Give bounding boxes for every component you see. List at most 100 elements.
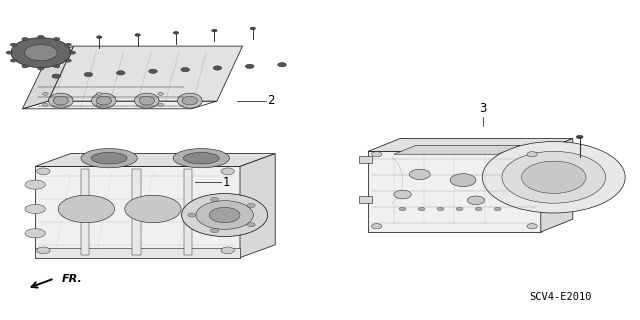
Circle shape — [36, 168, 50, 175]
Circle shape — [483, 141, 625, 213]
Circle shape — [221, 168, 234, 175]
Circle shape — [53, 37, 60, 41]
Polygon shape — [35, 248, 240, 258]
Polygon shape — [48, 46, 243, 101]
Circle shape — [196, 201, 253, 229]
Circle shape — [399, 207, 406, 211]
Ellipse shape — [182, 96, 198, 105]
Ellipse shape — [25, 229, 45, 238]
Circle shape — [410, 169, 430, 180]
Circle shape — [247, 223, 255, 227]
Circle shape — [576, 135, 583, 139]
Ellipse shape — [25, 204, 45, 213]
Circle shape — [371, 152, 382, 157]
Circle shape — [10, 43, 17, 46]
Ellipse shape — [49, 93, 73, 108]
Circle shape — [84, 72, 93, 77]
Polygon shape — [368, 139, 573, 151]
Ellipse shape — [173, 148, 230, 168]
Ellipse shape — [81, 148, 138, 168]
Circle shape — [22, 65, 28, 68]
Ellipse shape — [91, 152, 127, 164]
Circle shape — [43, 103, 48, 106]
Polygon shape — [394, 145, 520, 154]
Circle shape — [371, 224, 382, 229]
Polygon shape — [81, 170, 90, 255]
Circle shape — [97, 36, 102, 38]
Circle shape — [97, 92, 102, 95]
Circle shape — [36, 247, 50, 254]
Ellipse shape — [184, 152, 219, 164]
Circle shape — [158, 103, 163, 106]
Circle shape — [527, 224, 538, 229]
Circle shape — [211, 197, 219, 202]
Circle shape — [502, 151, 605, 203]
Circle shape — [181, 68, 189, 72]
Ellipse shape — [58, 195, 115, 223]
Circle shape — [213, 66, 222, 70]
Text: 3: 3 — [479, 102, 487, 115]
Polygon shape — [132, 170, 141, 255]
Polygon shape — [359, 156, 372, 163]
Circle shape — [182, 194, 268, 236]
Circle shape — [188, 213, 196, 217]
Text: SCV4-E2010: SCV4-E2010 — [529, 292, 591, 302]
Circle shape — [10, 59, 17, 62]
Ellipse shape — [92, 93, 116, 108]
Circle shape — [38, 35, 44, 38]
Ellipse shape — [139, 96, 154, 105]
Circle shape — [38, 67, 44, 70]
Circle shape — [116, 71, 125, 75]
Text: 2: 2 — [268, 94, 275, 107]
Text: FR.: FR. — [61, 274, 82, 284]
Polygon shape — [240, 154, 275, 258]
Circle shape — [65, 59, 72, 62]
Circle shape — [173, 31, 179, 34]
Polygon shape — [184, 170, 192, 255]
Text: 1: 1 — [223, 176, 230, 189]
Polygon shape — [35, 166, 240, 258]
Polygon shape — [541, 139, 573, 232]
Ellipse shape — [134, 93, 159, 108]
Circle shape — [69, 51, 76, 54]
Circle shape — [522, 161, 586, 193]
Circle shape — [437, 207, 444, 211]
Circle shape — [11, 38, 71, 68]
Circle shape — [212, 29, 217, 32]
Circle shape — [158, 92, 163, 95]
Circle shape — [24, 44, 57, 61]
Circle shape — [135, 34, 140, 36]
Circle shape — [475, 207, 482, 211]
Circle shape — [247, 204, 255, 207]
Circle shape — [394, 190, 412, 199]
Circle shape — [467, 196, 484, 205]
Circle shape — [418, 207, 425, 211]
Ellipse shape — [177, 93, 202, 108]
Circle shape — [52, 74, 61, 78]
Polygon shape — [359, 196, 372, 203]
Circle shape — [43, 92, 48, 95]
Circle shape — [456, 207, 463, 211]
Circle shape — [278, 63, 286, 67]
Circle shape — [527, 152, 538, 157]
Polygon shape — [368, 151, 541, 232]
Circle shape — [211, 228, 219, 233]
Circle shape — [209, 207, 240, 223]
Circle shape — [494, 207, 501, 211]
Circle shape — [450, 174, 476, 187]
Ellipse shape — [96, 96, 111, 105]
Polygon shape — [22, 46, 74, 109]
Circle shape — [245, 64, 254, 68]
Circle shape — [221, 247, 234, 254]
Circle shape — [6, 51, 13, 54]
Circle shape — [65, 43, 72, 46]
Ellipse shape — [25, 180, 45, 189]
Circle shape — [53, 65, 60, 68]
Polygon shape — [22, 101, 217, 109]
Circle shape — [148, 69, 157, 73]
Ellipse shape — [125, 195, 181, 223]
Circle shape — [97, 103, 102, 106]
Circle shape — [22, 37, 28, 41]
Ellipse shape — [53, 96, 68, 105]
Circle shape — [250, 27, 255, 30]
